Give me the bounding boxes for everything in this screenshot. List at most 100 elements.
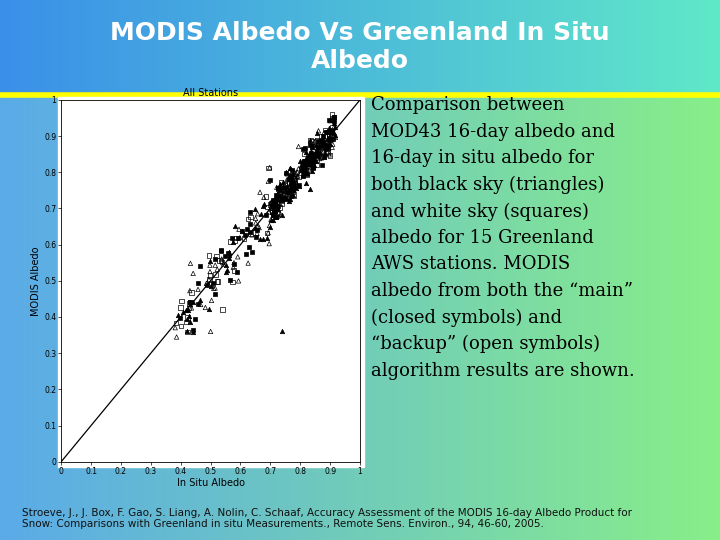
Bar	[398, 94, 401, 540]
Bar	[336, 94, 338, 540]
Point	[301, 170, 312, 178]
Bar	[89, 0, 91, 94]
Point	[228, 238, 239, 246]
Bar	[110, 94, 113, 540]
Point	[315, 138, 327, 146]
Bar	[79, 94, 81, 540]
Bar	[437, 0, 439, 94]
Point	[275, 178, 287, 186]
Bar	[151, 94, 153, 540]
Bar	[425, 94, 427, 540]
Bar	[526, 94, 528, 540]
Point	[204, 256, 216, 265]
Point	[240, 225, 252, 233]
Bar	[348, 94, 351, 540]
Point	[293, 181, 305, 190]
Point	[171, 319, 182, 328]
Bar	[41, 0, 43, 94]
Point	[223, 248, 235, 256]
Point	[290, 172, 302, 180]
Bar	[713, 94, 715, 540]
Bar	[372, 94, 374, 540]
Bar	[228, 0, 230, 94]
Bar	[384, 94, 387, 540]
Bar	[531, 94, 533, 540]
Bar	[81, 0, 84, 94]
Point	[216, 255, 228, 264]
Bar	[593, 94, 595, 540]
Bar	[535, 94, 538, 540]
Point	[244, 220, 256, 229]
Point	[194, 295, 206, 304]
Bar	[132, 94, 135, 540]
Point	[312, 143, 324, 152]
Point	[298, 156, 310, 165]
Bar	[389, 94, 391, 540]
Point	[325, 127, 337, 136]
Bar	[624, 0, 626, 94]
Point	[281, 169, 292, 178]
Point	[212, 265, 223, 274]
Bar	[374, 94, 377, 540]
Point	[265, 216, 276, 225]
Bar	[319, 0, 322, 94]
Bar	[45, 0, 48, 94]
Point	[250, 224, 261, 232]
Point	[305, 185, 316, 194]
Bar	[326, 94, 329, 540]
Point	[312, 129, 323, 137]
Bar	[343, 0, 346, 94]
Bar	[185, 0, 187, 94]
Bar	[305, 0, 307, 94]
Point	[320, 128, 332, 137]
Bar	[127, 0, 130, 94]
Bar	[554, 0, 557, 94]
Bar	[523, 94, 526, 540]
Bar	[711, 0, 713, 94]
Bar	[218, 0, 221, 94]
Point	[269, 200, 281, 208]
Bar	[67, 94, 70, 540]
Bar	[408, 94, 410, 540]
Bar	[533, 94, 535, 540]
Bar	[108, 0, 110, 94]
Bar	[437, 94, 439, 540]
Bar	[84, 0, 86, 94]
Point	[203, 280, 215, 289]
Bar	[7, 94, 9, 540]
Point	[269, 199, 281, 208]
Point	[278, 183, 289, 191]
Point	[183, 299, 194, 308]
Bar	[14, 0, 17, 94]
Point	[284, 173, 295, 182]
Bar	[197, 0, 199, 94]
Bar	[641, 94, 643, 540]
Bar	[127, 94, 130, 540]
Bar	[549, 0, 552, 94]
Point	[206, 296, 217, 305]
Point	[328, 116, 339, 124]
Bar	[497, 0, 499, 94]
Point	[328, 113, 340, 122]
Point	[328, 119, 340, 128]
Bar	[693, 94, 696, 540]
Bar	[60, 94, 63, 540]
Point	[286, 181, 297, 190]
Bar	[158, 0, 161, 94]
Point	[320, 125, 331, 134]
Point	[269, 199, 280, 207]
Point	[277, 178, 289, 187]
Point	[317, 140, 328, 149]
Point	[321, 143, 333, 152]
Bar	[322, 0, 324, 94]
Point	[297, 167, 308, 176]
Bar	[353, 94, 355, 540]
Point	[325, 127, 336, 136]
Bar	[569, 94, 571, 540]
Bar	[459, 94, 461, 540]
Point	[284, 164, 296, 173]
Point	[233, 233, 244, 242]
Point	[300, 160, 312, 168]
Bar	[607, 0, 610, 94]
Bar	[12, 94, 14, 540]
